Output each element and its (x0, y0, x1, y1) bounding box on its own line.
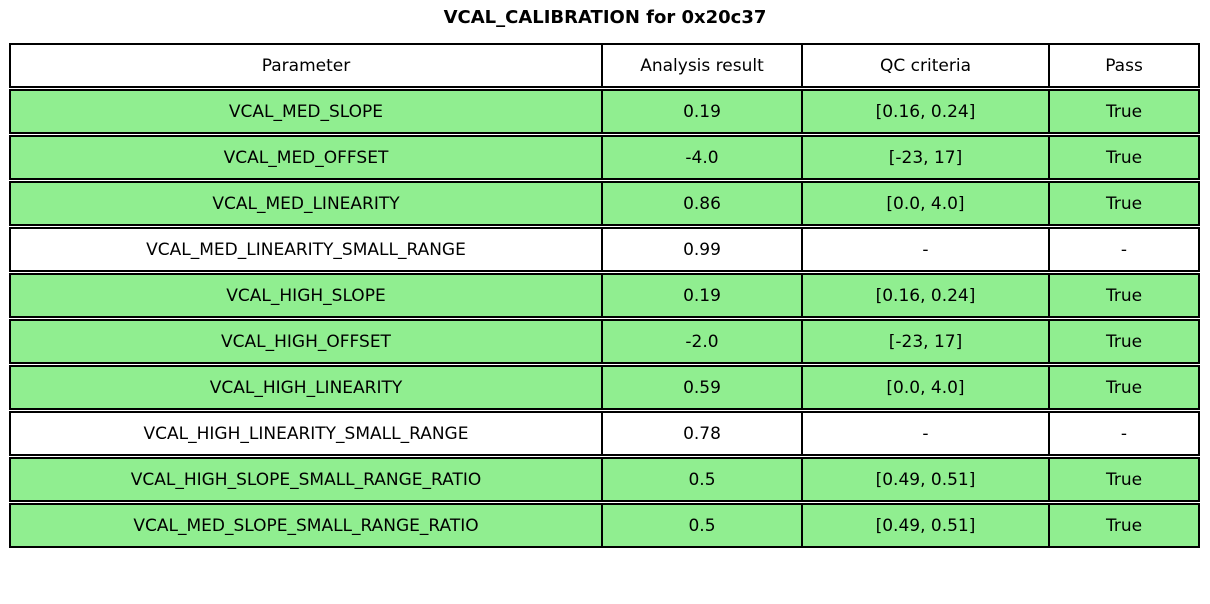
table-header: Parameter Analysis result QC criteria Pa… (9, 43, 1200, 88)
cell-parameter: VCAL_MED_LINEARITY (9, 181, 603, 226)
cell-analysis-result: 0.5 (603, 457, 803, 502)
cell-analysis-result: 0.78 (603, 411, 803, 456)
table-row: VCAL_HIGH_SLOPE 0.19 [0.16, 0.24] True (9, 273, 1200, 318)
cell-pass: - (1050, 411, 1200, 456)
cell-pass: True (1050, 273, 1200, 318)
cell-parameter: VCAL_HIGH_SLOPE_SMALL_RANGE_RATIO (9, 457, 603, 502)
cell-pass: True (1050, 181, 1200, 226)
table-row: VCAL_HIGH_SLOPE_SMALL_RANGE_RATIO 0.5 [0.4… (9, 457, 1200, 502)
cell-pass: True (1050, 503, 1200, 548)
table-row: VCAL_MED_OFFSET -4.0 [-23, 17] True (9, 135, 1200, 180)
table-row: VCAL_HIGH_LINEARITY_SMALL_RANGE 0.78- - (9, 411, 1200, 456)
table-row: VCAL_HIGH_LINEARITY 0.59 [0.0, 4.0] True (9, 365, 1200, 410)
cell-qc-criteria: - (803, 227, 1050, 272)
cell-qc-criteria: [0.49, 0.51] (803, 503, 1050, 548)
cell-pass: True (1050, 135, 1200, 180)
cell-parameter: VCAL_HIGH_LINEARITY_SMALL_RANGE (9, 411, 603, 456)
cell-pass: True (1050, 457, 1200, 502)
page-title: VCAL_CALIBRATION for 0x20c37 (443, 7, 767, 28)
cell-parameter: VCAL_MED_LINEARITY_SMALL_RANGE (9, 227, 603, 272)
cell-analysis-result: 0.99 (603, 227, 803, 272)
cell-qc-criteria: [0.16, 0.24] (803, 273, 1050, 318)
column-header-pass: Pass (1050, 43, 1200, 88)
table-row: VCAL_MED_LINEARITY_SMALL_RANGE 0.99- - (9, 227, 1200, 272)
cell-qc-criteria: [0.16, 0.24] (803, 89, 1050, 134)
cell-parameter: VCAL_MED_SLOPE (9, 89, 603, 134)
table-row: VCAL_HIGH_OFFSET -2.0 [-23, 17] True (9, 319, 1200, 364)
cell-parameter: VCAL_MED_SLOPE_SMALL_RANGE_RATIO (9, 503, 603, 548)
column-header-analysis-result: Analysis result (603, 43, 803, 88)
cell-qc-criteria: [-23, 17] (803, 135, 1050, 180)
cell-pass: True (1050, 365, 1200, 410)
cell-qc-criteria: - (803, 411, 1050, 456)
cell-qc-criteria: [0.0, 4.0] (803, 365, 1050, 410)
cell-analysis-result: 0.86 (603, 181, 803, 226)
cell-analysis-result: 0.19 (603, 89, 803, 134)
cell-parameter: VCAL_HIGH_LINEARITY (9, 365, 603, 410)
header-row: Parameter Analysis result QC criteria Pa… (9, 43, 1200, 88)
cell-pass: True (1050, 89, 1200, 134)
table-row: VCAL_MED_SLOPE_SMALL_RANGE_RATIO 0.5 [0.49… (9, 503, 1200, 548)
cell-analysis-result: -2.0 (603, 319, 803, 364)
cell-qc-criteria: [0.0, 4.0] (803, 181, 1050, 226)
cell-analysis-result: 0.5 (603, 503, 803, 548)
cell-parameter: VCAL_MED_OFFSET (9, 135, 603, 180)
cell-qc-criteria: [-23, 17] (803, 319, 1050, 364)
qc-results-table: Parameter Analysis result QC criteria Pa… (9, 42, 1200, 549)
cell-pass: True (1050, 319, 1200, 364)
cell-analysis-result: 0.59 (603, 365, 803, 410)
cell-parameter: VCAL_HIGH_SLOPE (9, 273, 603, 318)
table-row: VCAL_MED_SLOPE 0.19 [0.16, 0.24] True (9, 89, 1200, 134)
table-row: VCAL_MED_LINEARITY 0.86 [0.0, 4.0] True (9, 181, 1200, 226)
cell-analysis-result: 0.19 (603, 273, 803, 318)
table-body: VCAL_MED_SLOPE 0.19 [0.16, 0.24] True VCAL_M… (9, 89, 1200, 548)
cell-analysis-result: -4.0 (603, 135, 803, 180)
cell-pass: - (1050, 227, 1200, 272)
cell-parameter: VCAL_HIGH_OFFSET (9, 319, 603, 364)
column-header-parameter: Parameter (9, 43, 603, 88)
column-header-qc-criteria: QC criteria (803, 43, 1050, 88)
cell-qc-criteria: [0.49, 0.51] (803, 457, 1050, 502)
